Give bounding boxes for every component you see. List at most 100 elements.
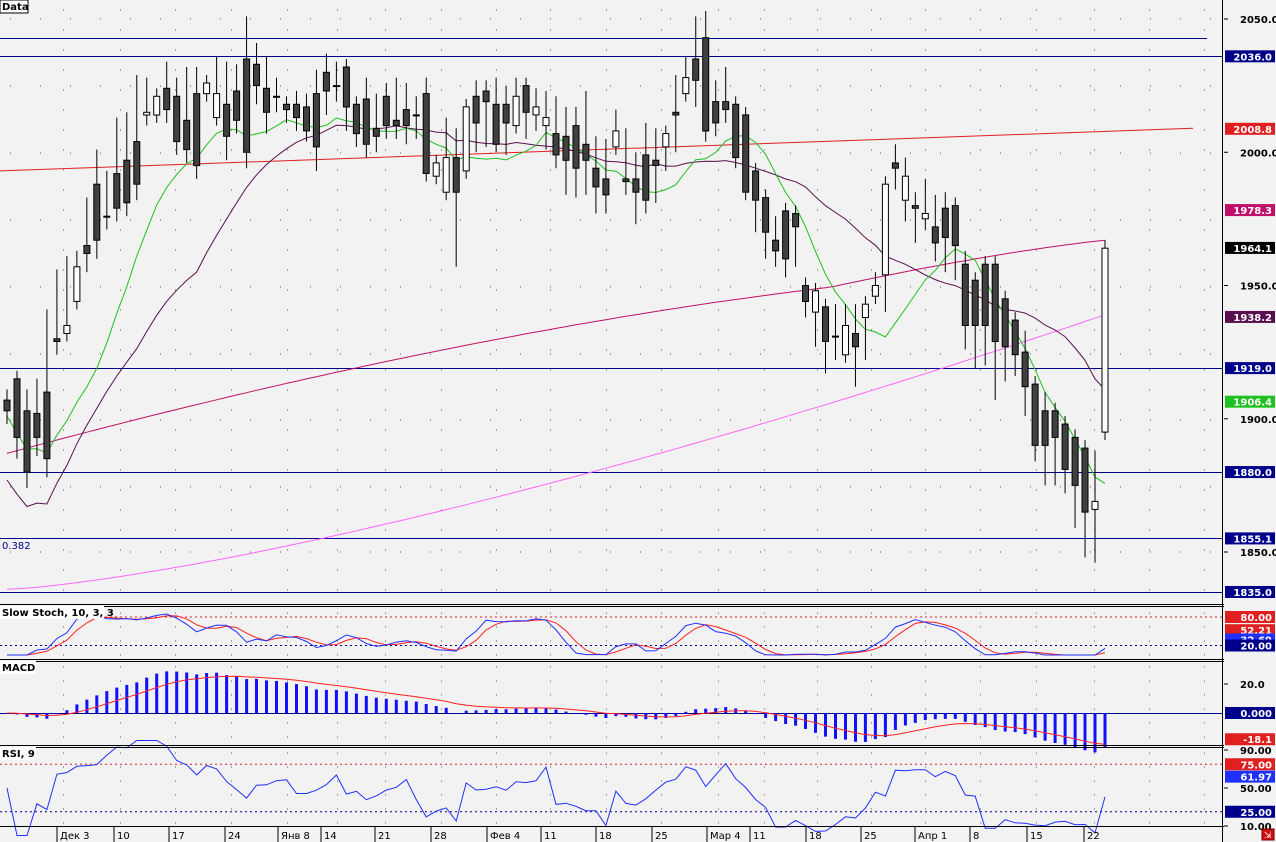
macd-bar bbox=[494, 709, 498, 713]
candle-body bbox=[442, 157, 450, 193]
candle-body bbox=[832, 335, 839, 338]
stoch-pane-title: Slow Stoch, 10, 3, 3 bbox=[2, 608, 114, 619]
candle-body bbox=[402, 109, 410, 127]
macd-bar bbox=[434, 706, 438, 713]
date-label: 11 bbox=[753, 831, 766, 842]
candle-body bbox=[223, 103, 231, 137]
date-label: 18 bbox=[599, 831, 612, 842]
macd-bar bbox=[844, 713, 847, 740]
candle-body bbox=[173, 95, 181, 143]
macd-bar bbox=[324, 689, 328, 713]
candle-body bbox=[312, 93, 320, 148]
candle-body bbox=[482, 90, 490, 103]
candle-body bbox=[971, 279, 979, 327]
ma-long-line bbox=[6, 239, 1106, 454]
candle-body bbox=[802, 285, 809, 302]
macd-bar bbox=[165, 671, 169, 713]
rsi-title-box bbox=[0, 747, 36, 760]
candle-body bbox=[352, 103, 360, 135]
date-label: 25 bbox=[655, 831, 668, 842]
macd-bar bbox=[374, 697, 378, 713]
stoch-tag: 52.21 bbox=[1240, 626, 1272, 637]
macd-bar bbox=[344, 691, 348, 713]
candle-body bbox=[512, 95, 520, 127]
date-label: 28 bbox=[434, 831, 447, 842]
rsi-line bbox=[6, 740, 1106, 836]
candle-body bbox=[742, 114, 750, 193]
ma-200-line bbox=[6, 314, 1106, 590]
macd-bar bbox=[604, 713, 608, 718]
slow-stoch-pane bbox=[0, 613, 1222, 656]
macd-bar bbox=[854, 713, 857, 742]
rsi-pane-title: RSI, 9 bbox=[2, 749, 35, 760]
candle-body bbox=[422, 93, 430, 174]
corner-expand-button[interactable] bbox=[1261, 828, 1275, 841]
candle-body bbox=[712, 101, 720, 124]
macd-bar bbox=[594, 713, 598, 717]
macd-bar bbox=[933, 713, 937, 720]
candle-body bbox=[113, 173, 121, 209]
candle-body bbox=[432, 162, 440, 177]
date-label: Апр 1 bbox=[918, 831, 947, 842]
macd-title-box bbox=[0, 661, 36, 674]
stoch-tag-bg bbox=[1225, 639, 1275, 652]
rsi-tag: 25.00 bbox=[1240, 808, 1272, 819]
price-tag-bg bbox=[1225, 122, 1275, 135]
candle-body bbox=[43, 391, 51, 460]
candle-body bbox=[901, 175, 909, 201]
candle-body bbox=[1071, 436, 1079, 486]
date-axis: Дек 3 10 17 24 Янв 8 14 21 28 Фев 4 11 18 25 Мар 4 11… bbox=[56, 827, 1100, 842]
candle-body bbox=[792, 213, 800, 228]
candle-body bbox=[283, 103, 290, 111]
candle-body bbox=[1091, 500, 1099, 510]
macd-bar bbox=[1073, 713, 1077, 748]
candle-body bbox=[332, 85, 340, 88]
candle-body bbox=[143, 111, 151, 116]
candle-body bbox=[163, 87, 171, 111]
price-tag: 1964.1 bbox=[1233, 244, 1272, 255]
macd-bar bbox=[414, 701, 418, 713]
horizontal-levels bbox=[0, 38, 1222, 593]
candle-body bbox=[1061, 423, 1069, 470]
candle-body bbox=[672, 111, 680, 116]
expand-icon: ⇲ bbox=[1264, 831, 1272, 841]
candle-body bbox=[412, 114, 420, 117]
candle-body bbox=[1081, 447, 1089, 513]
macd-bar bbox=[544, 708, 548, 713]
candle-body bbox=[322, 71, 330, 92]
macd-bar bbox=[484, 709, 488, 713]
macd-bar bbox=[704, 708, 708, 713]
candle-body bbox=[303, 106, 310, 132]
macd-bar bbox=[1033, 713, 1037, 738]
candle-body bbox=[772, 239, 780, 252]
macd-bar bbox=[195, 674, 199, 713]
macd-tag: 0.000 bbox=[1240, 709, 1272, 720]
macd-bar bbox=[574, 713, 578, 714]
candle-body bbox=[632, 178, 640, 193]
candle-body bbox=[183, 119, 191, 151]
main-title-box bbox=[0, 0, 29, 14]
date-label: 18 bbox=[809, 831, 822, 842]
rsi-tag-bg bbox=[1225, 770, 1275, 783]
macd-bar bbox=[334, 689, 338, 713]
main-pane-title: Data bbox=[2, 2, 29, 13]
candle-body bbox=[63, 325, 71, 334]
candle-body bbox=[552, 133, 560, 156]
candle-body bbox=[692, 58, 700, 81]
macd-bar bbox=[125, 684, 129, 713]
macd-bar bbox=[744, 710, 748, 713]
rsi-tag-bg bbox=[1225, 805, 1275, 818]
macd-bar bbox=[824, 713, 827, 737]
macd-bar bbox=[514, 708, 518, 713]
price-tag-bg bbox=[1225, 585, 1275, 598]
macd-bar bbox=[804, 713, 807, 729]
macd-bar bbox=[275, 681, 278, 713]
candlesticks bbox=[3, 11, 1109, 563]
candle-body bbox=[991, 263, 999, 343]
macd-bar bbox=[404, 700, 408, 713]
macd-bar bbox=[923, 713, 927, 721]
candle-body bbox=[492, 103, 500, 145]
